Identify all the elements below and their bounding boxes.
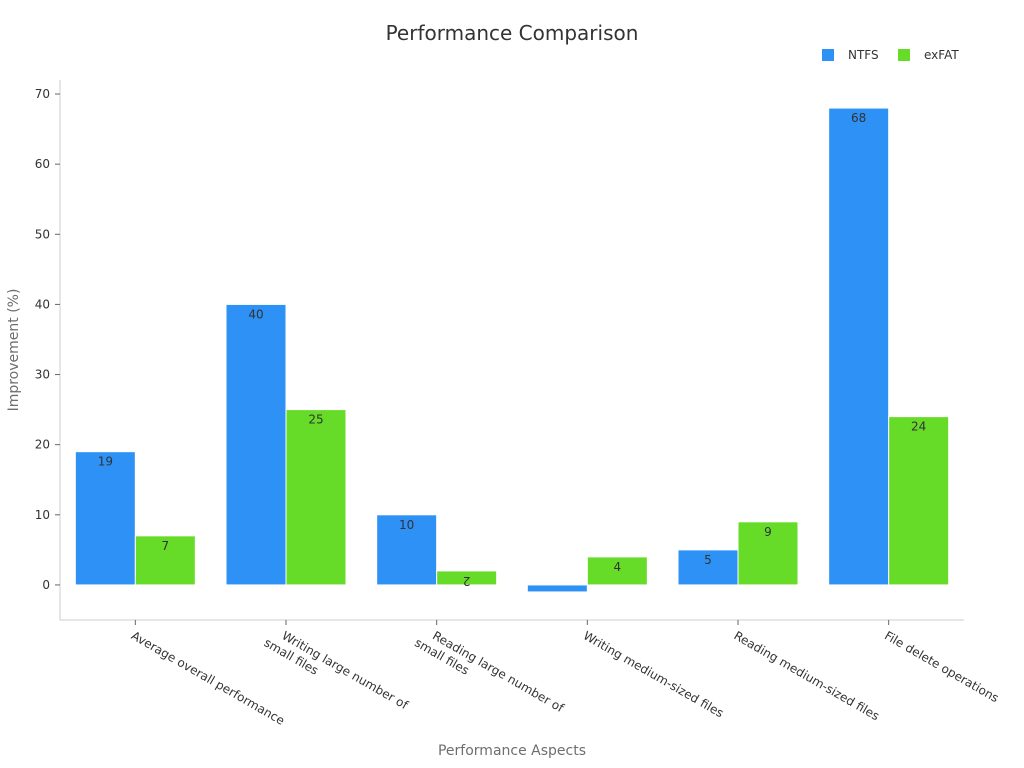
x-axis-title: Performance Aspects xyxy=(438,743,586,759)
y-tick-label: 0 xyxy=(42,578,50,592)
data-label: 24 xyxy=(911,420,926,434)
bar-exfat-2[interactable] xyxy=(436,570,498,586)
y-tick-label: 40 xyxy=(35,297,50,311)
data-label: 4 xyxy=(614,560,622,574)
legend-label-ntfs[interactable]: NTFS xyxy=(848,48,879,62)
bar-ntfs-0[interactable] xyxy=(74,451,136,586)
bar-ntfs-5[interactable] xyxy=(828,107,890,586)
x-tick-label: Reading large number ofsmall files xyxy=(412,622,567,728)
x-tick-label: Writing medium-sized files xyxy=(581,628,726,720)
x-tick-label-line: File delete operations xyxy=(882,628,1001,705)
y-tick-label: 10 xyxy=(35,508,50,522)
data-label: 25 xyxy=(308,413,323,427)
bar-ntfs-4[interactable] xyxy=(677,549,739,586)
bar-ntfs-1[interactable] xyxy=(225,303,287,586)
data-label: 40 xyxy=(248,307,263,321)
chart-title: Performance Comparison xyxy=(386,21,639,45)
legend-swatch-ntfs[interactable] xyxy=(822,49,834,61)
bar-exfat-0[interactable] xyxy=(134,535,196,586)
y-tick-label: 70 xyxy=(35,87,50,101)
y-axis-title: Improvement (%) xyxy=(6,289,22,412)
legend-swatch-exfat[interactable] xyxy=(898,49,910,61)
x-tick-label: Writing large number ofsmall files xyxy=(262,622,412,725)
y-tick-label: 60 xyxy=(35,157,50,171)
data-label: 68 xyxy=(851,111,866,125)
x-tick-label-line: Writing large number of xyxy=(280,628,412,712)
bar-exfat-1[interactable] xyxy=(285,409,347,586)
x-tick-label: Reading medium-sized files xyxy=(732,628,882,723)
legend-label-exfat[interactable]: exFAT xyxy=(924,48,959,62)
bar-exfat-3[interactable] xyxy=(586,556,648,586)
y-tick-label: 20 xyxy=(35,438,50,452)
data-label: 7 xyxy=(162,539,170,553)
bar-ntfs-2[interactable] xyxy=(376,514,438,586)
x-tick-label-line: Reading medium-sized files xyxy=(732,628,882,723)
x-tick-label-line: Reading large number of xyxy=(430,628,567,715)
data-label: 9 xyxy=(764,525,772,539)
data-label: 10 xyxy=(399,518,414,532)
x-tick-label-line: Writing medium-sized files xyxy=(581,628,726,720)
x-tick-label: File delete operations xyxy=(882,628,1001,705)
y-tick-label: 30 xyxy=(35,368,50,382)
bar-exfat-5[interactable] xyxy=(888,416,950,586)
data-label: 19 xyxy=(98,455,113,469)
y-tick-label: 50 xyxy=(35,227,50,241)
bar-exfat-4[interactable] xyxy=(737,521,799,586)
data-label: 2 xyxy=(463,574,471,588)
data-label: 5 xyxy=(704,553,712,567)
bar-ntfs-3[interactable] xyxy=(526,584,588,593)
legend[interactable]: NTFS exFAT xyxy=(822,48,959,62)
